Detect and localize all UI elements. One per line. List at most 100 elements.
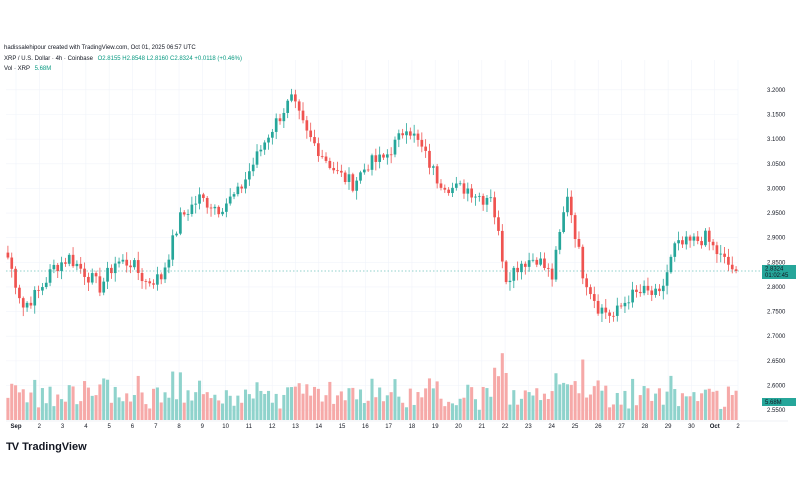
volume-label[interactable]: Vol · XRP [4,66,30,72]
candle-body [589,287,592,295]
time-tick-label: 3 [61,424,65,430]
candle-body [64,262,67,264]
price-tick-label: 2.7000 [767,334,786,340]
price-tick-label: 2.7500 [767,310,786,316]
candle-body [520,263,523,273]
candle-body [83,268,86,277]
candle-body [558,232,562,250]
candle-body [71,254,75,267]
time-axis: Sep 2 3 4 5 6 7 8 9 10 11 12 13 14 15 16 17 18 19 20 21 22 23 2… [10,424,740,430]
candle-body [635,289,638,292]
candle-body [604,307,608,313]
volume-bar [274,393,278,420]
candle-body [393,139,397,155]
volume-bar [726,386,730,420]
candle-body [707,230,711,242]
volume-bar [542,393,546,420]
candle-body [225,203,228,212]
volume-bar [470,387,474,420]
candle-body [37,289,40,291]
volume-bar [182,402,186,420]
tradingview-logo[interactable]: TV TradingView [6,441,87,453]
candle-body [704,230,707,246]
volume-bar [657,388,661,420]
candle-body [382,154,385,158]
volume-bar [71,386,75,420]
time-tick-label: 7 [154,424,158,430]
candle-body [102,281,106,293]
symbol-name[interactable]: XRP / U.S. Dollar · 4h · Coinbase [4,56,93,62]
volume-bar [723,406,727,420]
volume-bar [33,379,37,420]
candle-body [688,236,692,241]
candle-body [240,186,244,189]
volume-bar [562,382,566,420]
candle-body [378,154,382,162]
candle-body [508,280,512,283]
price-tick-label: 2.8500 [767,260,786,266]
candle-body [44,282,48,288]
volume-bar [569,384,573,420]
candle-body [14,268,17,288]
volume-bar [719,408,723,420]
candle-body [569,196,573,216]
volume-bar [485,388,489,420]
candle-body [665,272,669,286]
volume-bar [684,396,688,420]
volume-bar [665,391,669,420]
volume-bar [335,395,340,420]
volume-bar [404,407,409,420]
candle-body [366,169,370,171]
candle-body [408,131,412,136]
candle-body [730,264,734,270]
volume-bar [240,402,244,420]
volume-bar [270,402,274,420]
volume-bar [67,385,71,420]
volume-bar [642,386,646,420]
volume-bar [389,392,393,420]
candle-body [171,235,175,260]
volume-bar [496,376,501,420]
candle-body [566,196,569,213]
volume-bar [155,387,159,420]
candle-body [152,283,155,285]
candle-body [439,183,443,188]
volume-bar [21,389,25,420]
volume-bar [420,397,424,420]
volume-bar [493,367,497,420]
candle-body [125,259,129,266]
candle-body [263,142,267,150]
volume-bar [320,401,324,420]
volume-bar [6,397,10,420]
candle-body [443,187,447,190]
candle-body [244,179,247,189]
time-tick-label: 15 [339,424,346,430]
candle-body [435,166,439,184]
volume-bar [194,392,198,420]
volume-bar [707,388,711,420]
price-tick-label: 2.9000 [767,236,786,242]
time-tick-label: 6 [131,424,135,430]
candle-body [723,253,726,257]
candle-body [144,281,148,282]
volume-bar [286,387,290,420]
candle-body [531,259,535,261]
volume-bar [343,400,347,420]
volume-bar [243,389,248,420]
candle-body [290,94,293,101]
volume-bar [531,395,535,420]
volume-bar [56,394,60,420]
candle-body [527,260,531,267]
volume-bar [692,392,696,420]
price-tick-label: 3.1000 [767,137,786,143]
time-tick-label: 26 [595,424,602,430]
candle-body [213,206,217,209]
ohlc-values: O2.8155 H2.8548 L2.8160 C2.8324 +0.0118 … [97,56,242,62]
volume-bar [431,388,435,420]
candle-body [696,236,700,242]
volume-bar [439,398,443,420]
candle-body [286,100,290,113]
candle-body [328,160,332,168]
volume-bar [236,395,240,420]
